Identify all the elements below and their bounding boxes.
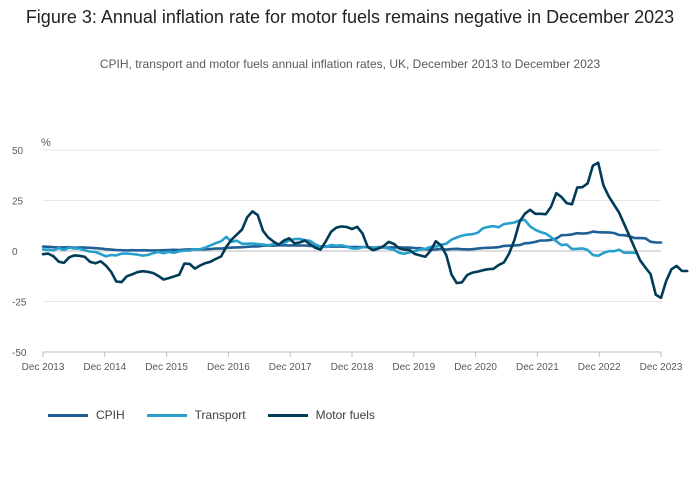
y-tick-label: 25 (12, 197, 24, 208)
chart-subtitle: CPIH, transport and motor fuels annual i… (99, 57, 601, 71)
legend-label: Transport (194, 408, 246, 422)
x-tick-label: Dec 2021 (516, 362, 559, 373)
series-line-cpih (41, 230, 663, 252)
series-line-motor-fuels (41, 161, 689, 300)
chart-legend: CPIH Transport Motor fuels (48, 408, 375, 422)
x-tick-label: Dec 2018 (331, 362, 374, 373)
x-tick-label: Dec 2022 (578, 362, 621, 373)
legend-label: CPIH (96, 408, 125, 422)
x-tick-label: Dec 2020 (454, 362, 497, 373)
legend-swatch (267, 413, 308, 417)
series-line-transport (41, 218, 637, 258)
legend-item: Transport (146, 408, 246, 422)
x-tick-label: Dec 2014 (83, 362, 126, 373)
y-tick-label: 0 (12, 247, 18, 258)
legend-item: CPIH (48, 408, 125, 422)
chart-title: Figure 3: Annual inflation rate for moto… (25, 7, 675, 27)
legend-label: Motor fuels (315, 408, 375, 422)
x-tick-label: Dec 2023 (640, 362, 683, 373)
x-tick-label: Dec 2019 (392, 362, 435, 373)
legend-swatch (146, 413, 187, 417)
y-axis-unit: % (41, 137, 51, 149)
x-tick-label: Dec 2016 (207, 362, 250, 373)
x-tick-label: Dec 2017 (269, 362, 312, 373)
legend-swatch (48, 413, 88, 417)
x-tick-label: Dec 2015 (145, 362, 188, 373)
legend-item: Motor fuels (267, 408, 375, 422)
y-tick-label: 50 (12, 146, 24, 157)
x-tick-label: Dec 2013 (22, 362, 65, 373)
y-tick-label: -25 (12, 298, 27, 309)
y-tick-label: -50 (12, 348, 27, 359)
